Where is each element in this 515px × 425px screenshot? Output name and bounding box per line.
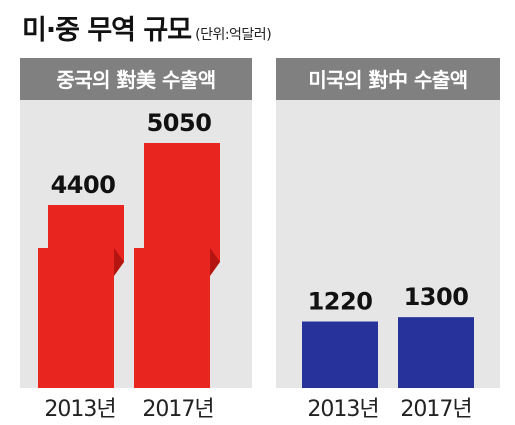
data-label: 1220 — [308, 288, 373, 316]
data-label: 5050 — [147, 109, 212, 137]
bar-upper-segment — [144, 142, 220, 262]
panel-title: 미국의 對中 수출액 — [308, 68, 467, 92]
chart-header: 미·중 무역 규모 (단위:억달러) — [22, 8, 272, 48]
panel-header — [276, 58, 500, 100]
chart-title: 미·중 무역 규모 — [22, 15, 192, 46]
bar-group: 1220 1300 — [302, 283, 474, 388]
axis-break-mark — [210, 248, 220, 276]
bar-lower-segment — [134, 248, 210, 388]
bar-lower-segment — [38, 248, 114, 388]
x-tick-label: 2017년 — [400, 397, 471, 422]
x-tick-label: 2013년 — [307, 397, 378, 422]
data-label: 4400 — [51, 171, 116, 199]
panel-title: 중국의 對美 수출액 — [56, 68, 215, 92]
axis-break-mark — [114, 248, 124, 276]
bar — [302, 321, 378, 388]
unit-label: (단위:억달러) — [195, 27, 272, 43]
bar — [398, 317, 474, 388]
x-tick-label: 2017년 — [142, 397, 213, 422]
bar-group: 4400 5050 — [38, 109, 220, 388]
data-label: 1300 — [404, 283, 469, 311]
panel-china-exports: 중국의 對美 수출액 4400 5050 — [20, 58, 252, 388]
x-tick-label: 2013년 — [44, 397, 115, 422]
panel-header — [20, 58, 252, 100]
panel-us-exports: 미국의 對中 수출액 1220 1300 — [276, 58, 500, 388]
